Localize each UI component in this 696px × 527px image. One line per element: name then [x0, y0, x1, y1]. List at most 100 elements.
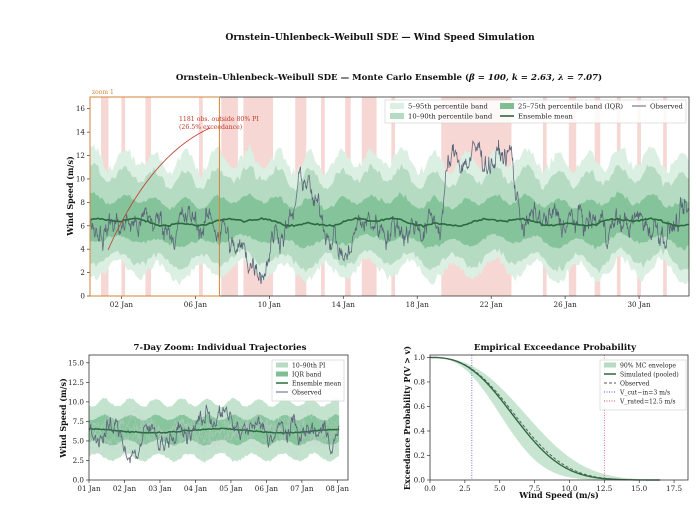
- main-ylabel: Wind Speed (m/s): [65, 156, 75, 237]
- main-ytick-label-4: 8: [80, 198, 85, 207]
- main-ytick-label-6: 12: [76, 151, 85, 160]
- exceedance-xtick-label-6: 15.0: [631, 484, 647, 493]
- main-zoom-box: [89, 96, 220, 297]
- main-y-ticks: 0 2 4 6 8 10 12 14 16: [76, 104, 90, 301]
- annotation-arrow: [107, 127, 211, 251]
- zoom-xtick-label-4: 05 Jan: [219, 484, 243, 493]
- annotation-text-1: 1181 obs. outside 80% PI: [179, 116, 259, 123]
- zoom-ytick-label-3: 7.5: [73, 417, 85, 426]
- exceedance-x-ticks: 0.0 2.5 5.0 7.5 10.0 12.5 15.0 17.5: [424, 480, 682, 493]
- zoom-series-lines: [88, 404, 340, 464]
- main-xtick-label-4: 18 Jan: [406, 300, 430, 309]
- exceedance-observed-curve: [430, 357, 661, 481]
- zoom-x-ticks: 01 Jan 02 Jan 03 Jan 04 Jan 05 Jan 06 Jan 07 J…: [77, 480, 349, 493]
- main-series-lines: [89, 139, 690, 285]
- zoom-legend-label-observed: Observed: [292, 390, 322, 397]
- main-xtick-label-0: 02 Jan: [110, 300, 134, 309]
- main-panel: Ornstein–Uhlenbeck–Weibull SDE — Monte C…: [65, 72, 690, 309]
- main-ytick-label-8: 16: [76, 104, 86, 113]
- zoom-xtick-label-0: 01 Jan: [77, 484, 101, 493]
- zoom-ytick-label-5: 12.5: [68, 378, 84, 387]
- main-x-ticks: 02 Jan 06 Jan 10 Jan 14 Jan 18 Jan 22 Jan 26 J…: [110, 296, 651, 309]
- main-ensemble-mean-line: [89, 216, 689, 228]
- zoom-xtick-label-5: 06 Jan: [255, 484, 279, 493]
- exceedance-ylabel: Exceedance Probability P(V > v): [402, 346, 412, 490]
- annotation-text-2: (26.5% exceedance): [179, 124, 242, 131]
- zoom-y-ticks: 0.0 2.5 5.0 7.5 10.0 12.5 15.0: [68, 358, 89, 485]
- exceedance-ytick-label-5: 1.0: [414, 353, 426, 362]
- exceedance-y-ticks: 0.0 0.2 0.4 0.6 0.8 1.0: [414, 353, 430, 485]
- zoom-ytick-label-4: 10.0: [68, 397, 84, 406]
- exceedance-legend-label-rated: V_rated=12.5 m/s: [619, 399, 676, 406]
- main-ytick-label-5: 10: [76, 174, 86, 183]
- exceedance-ytick-label-1: 0.2: [414, 451, 425, 460]
- legend-label-5-95: 5–95th percentile band: [408, 103, 489, 111]
- main-ytick-label-2: 4: [80, 245, 85, 254]
- zoom-legend-swatch-pi: [276, 362, 288, 368]
- exceedance-legend-box: [599, 359, 687, 411]
- main-xtick-label-6: 26 Jan: [554, 300, 578, 309]
- main-ytick-label-7: 14: [76, 128, 86, 137]
- legend-swatch-10-90: [390, 113, 404, 119]
- main-legend-box: [384, 99, 687, 124]
- main-band-iqr: [90, 191, 689, 251]
- legend-label-observed: Observed: [650, 103, 684, 111]
- zoom-ytick-label-2: 5.0: [73, 436, 85, 445]
- main-title-params: β = 100, k = 2.63, λ = 7.07: [468, 73, 598, 83]
- zoom-axes-frame: [88, 354, 349, 481]
- zoom-legend-swatch-iqr: [276, 371, 288, 377]
- main-observed-line: [89, 139, 690, 285]
- zoom-xtick-label-6: 07 Jan: [290, 484, 314, 493]
- exceedance-legend-label-cutin: V_cut−in=3 m/s: [619, 390, 670, 397]
- exceedance-ytick-label-0: 0.0: [414, 476, 426, 485]
- zoom-legend-label-iqr: IQR band: [292, 372, 321, 379]
- main-xtick-label-7: 30 Jan: [627, 300, 651, 309]
- legend-label-iqr: 25–75th percentile band (IQR): [518, 103, 623, 111]
- main-ytick-label-1: 2: [80, 268, 85, 277]
- exceedance-xtick-label-4: 10.0: [561, 484, 577, 493]
- legend-label-10-90: 10–90th percentile band: [408, 113, 493, 121]
- exceedance-ytick-label-4: 0.8: [414, 377, 426, 386]
- main-xtick-label-5: 22 Jan: [480, 300, 504, 309]
- figure-suptitle: Ornstein–Uhlenbeck–Weibull SDE — Wind Sp…: [225, 32, 535, 43]
- main-legend: 5–95th percentile band 10–90th percentil…: [384, 99, 687, 124]
- exceedance-panel: Empirical Exceedance Probability 0.0 2.5 5…: [402, 343, 689, 500]
- zoom-ytick-label-1: 2.5: [73, 456, 85, 465]
- main-title: Ornstein–Uhlenbeck–Weibull SDE — Monte C…: [176, 72, 602, 83]
- zoom-trajectory-3: [88, 414, 340, 452]
- main-xtick-label-1: 06 Jan: [184, 300, 208, 309]
- exceedance-legend-label-sim: Simulated (pooled): [620, 372, 679, 379]
- exceedance-envelope: [430, 357, 661, 480]
- main-ytick-label-3: 6: [80, 221, 85, 230]
- main-title-suffix: ): [598, 72, 602, 83]
- exceedance-legend-label-envelope: 90% MC envelope: [620, 363, 676, 370]
- exceedance-xtick-label-3: 7.5: [529, 484, 541, 493]
- exceedance-ytick-label-3: 0.6: [414, 402, 426, 411]
- main-title-prefix: Ornstein–Uhlenbeck–Weibull SDE — Monte C…: [176, 72, 469, 83]
- zoom-window-rect: [89, 96, 220, 297]
- zoom-title: 7-Day Zoom: Individual Trajectories: [134, 343, 307, 353]
- exceedance-xtick-label-0: 0.0: [424, 484, 436, 493]
- exceedance-ytick-label-2: 0.4: [414, 426, 426, 435]
- zoom-ylabel: Wind Speed (m/s): [58, 378, 68, 459]
- zoom-ytick-label-6: 15.0: [68, 358, 84, 367]
- main-zoom-label: zoom 1: [92, 89, 114, 96]
- exceedance-xtick-label-7: 17.5: [666, 484, 682, 493]
- exceedance-xtick-label-2: 5.0: [494, 484, 506, 493]
- main-xtick-label-2: 10 Jan: [258, 300, 282, 309]
- zoom-legend: 10–90th PI IQR band Ensemble mean Observ…: [271, 359, 345, 402]
- exceedance-legend-label-observed: Observed: [620, 381, 650, 388]
- zoom-xtick-label-1: 02 Jan: [113, 484, 137, 493]
- exceedance-mc-envelope: [430, 357, 661, 480]
- exceedance-xtick-label-1: 2.5: [459, 484, 471, 493]
- legend-swatch-iqr: [500, 103, 514, 109]
- main-xtick-label-3: 14 Jan: [332, 300, 356, 309]
- exceedance-axes-frame: [429, 354, 689, 481]
- zoom-legend-label-pi: 10–90th PI: [292, 363, 326, 370]
- zoom-observed-line: [88, 404, 340, 464]
- zoom-xtick-label-3: 04 Jan: [184, 484, 208, 493]
- zoom-ytick-label-0: 0.0: [73, 476, 85, 485]
- legend-swatch-5-95: [390, 103, 404, 109]
- legend-label-mean: Ensemble mean: [518, 113, 574, 121]
